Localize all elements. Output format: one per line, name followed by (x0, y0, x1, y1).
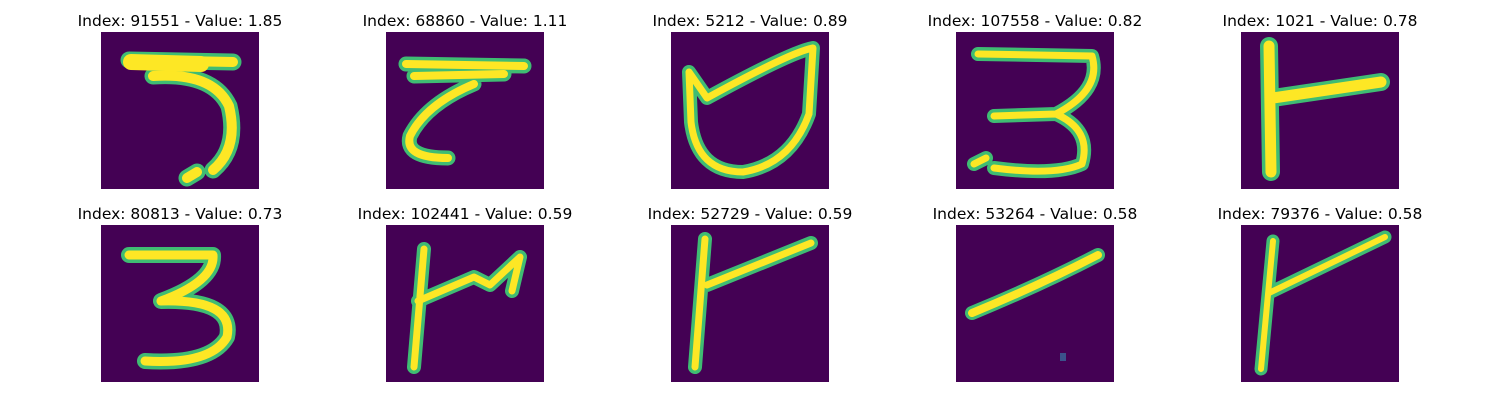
digit-image (1241, 225, 1399, 382)
image-panel: Index: 102441 - Value: 0.59 (345, 205, 585, 395)
digit-image (101, 32, 259, 189)
image-panel: Index: 5212 - Value: 0.89 (630, 12, 870, 202)
panel-title: Index: 68860 - Value: 1.11 (345, 12, 585, 30)
panel-title: Index: 80813 - Value: 0.73 (60, 205, 300, 223)
digit-image (671, 225, 829, 382)
panel-title: Index: 53264 - Value: 0.58 (915, 205, 1155, 223)
digit-image (386, 32, 544, 189)
panel-title: Index: 5212 - Value: 0.89 (630, 12, 870, 30)
panel-title: Index: 79376 - Value: 0.58 (1200, 205, 1440, 223)
image-panel: Index: 79376 - Value: 0.58 (1200, 205, 1440, 395)
image-panel: Index: 53264 - Value: 0.58 (915, 205, 1155, 395)
panel-title: Index: 52729 - Value: 0.59 (630, 205, 870, 223)
image-panel: Index: 91551 - Value: 1.85 (60, 12, 300, 202)
panel-title: Index: 91551 - Value: 1.85 (60, 12, 300, 30)
panel-title: Index: 1021 - Value: 0.78 (1200, 12, 1440, 30)
digit-image (101, 225, 259, 382)
digit-image (671, 32, 829, 189)
digit-image (956, 32, 1114, 189)
panel-title: Index: 102441 - Value: 0.59 (345, 205, 585, 223)
image-panel: Index: 80813 - Value: 0.73 (60, 205, 300, 395)
digit-image (956, 225, 1114, 382)
image-panel: Index: 52729 - Value: 0.59 (630, 205, 870, 395)
panel-title: Index: 107558 - Value: 0.82 (915, 12, 1155, 30)
digit-image (386, 225, 544, 382)
image-panel: Index: 107558 - Value: 0.82 (915, 12, 1155, 202)
image-panel: Index: 68860 - Value: 1.11 (345, 12, 585, 202)
image-panel: Index: 1021 - Value: 0.78 (1200, 12, 1440, 202)
digit-image (1241, 32, 1399, 189)
